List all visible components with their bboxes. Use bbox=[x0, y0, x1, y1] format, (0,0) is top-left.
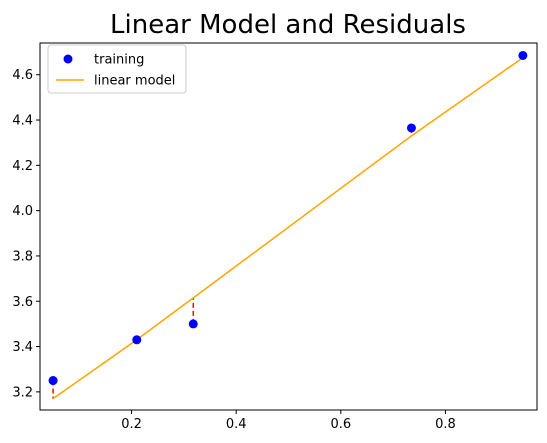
points-layer bbox=[49, 51, 528, 385]
linear-model-line bbox=[53, 58, 523, 399]
y-tick-label: 4.2 bbox=[12, 159, 33, 174]
y-tick-label: 4.6 bbox=[12, 68, 33, 83]
y-tick-label: 3.4 bbox=[12, 340, 33, 355]
data-point bbox=[407, 123, 416, 132]
legend-label-training: training bbox=[94, 53, 144, 68]
legend-label-linear-model: linear model bbox=[94, 74, 175, 89]
data-point bbox=[132, 335, 141, 344]
x-tick-label: 0.6 bbox=[330, 417, 351, 432]
data-point bbox=[49, 376, 58, 385]
x-tick-label: 0.8 bbox=[435, 417, 456, 432]
y-axis: 3.2 3.4 3.6 3.8 4.0 4.2 4.4 4.6 bbox=[12, 68, 40, 400]
y-tick-label: 4.4 bbox=[12, 114, 33, 129]
x-tick-label: 0.4 bbox=[226, 417, 247, 432]
data-point bbox=[518, 51, 527, 60]
y-tick-label: 4.0 bbox=[12, 204, 33, 219]
x-tick-label: 0.2 bbox=[121, 417, 142, 432]
x-axis: 0.2 0.4 0.6 0.8 bbox=[121, 410, 456, 432]
plot-area bbox=[40, 43, 537, 410]
legend-marker-training bbox=[64, 55, 73, 64]
line-layer bbox=[53, 58, 523, 399]
legend: training linear model bbox=[48, 45, 186, 93]
y-tick-label: 3.8 bbox=[12, 249, 33, 264]
chart-title: Linear Model and Residuals bbox=[110, 10, 466, 40]
data-point bbox=[189, 319, 198, 328]
y-tick-label: 3.6 bbox=[12, 295, 33, 310]
y-tick-label: 3.2 bbox=[12, 385, 33, 400]
